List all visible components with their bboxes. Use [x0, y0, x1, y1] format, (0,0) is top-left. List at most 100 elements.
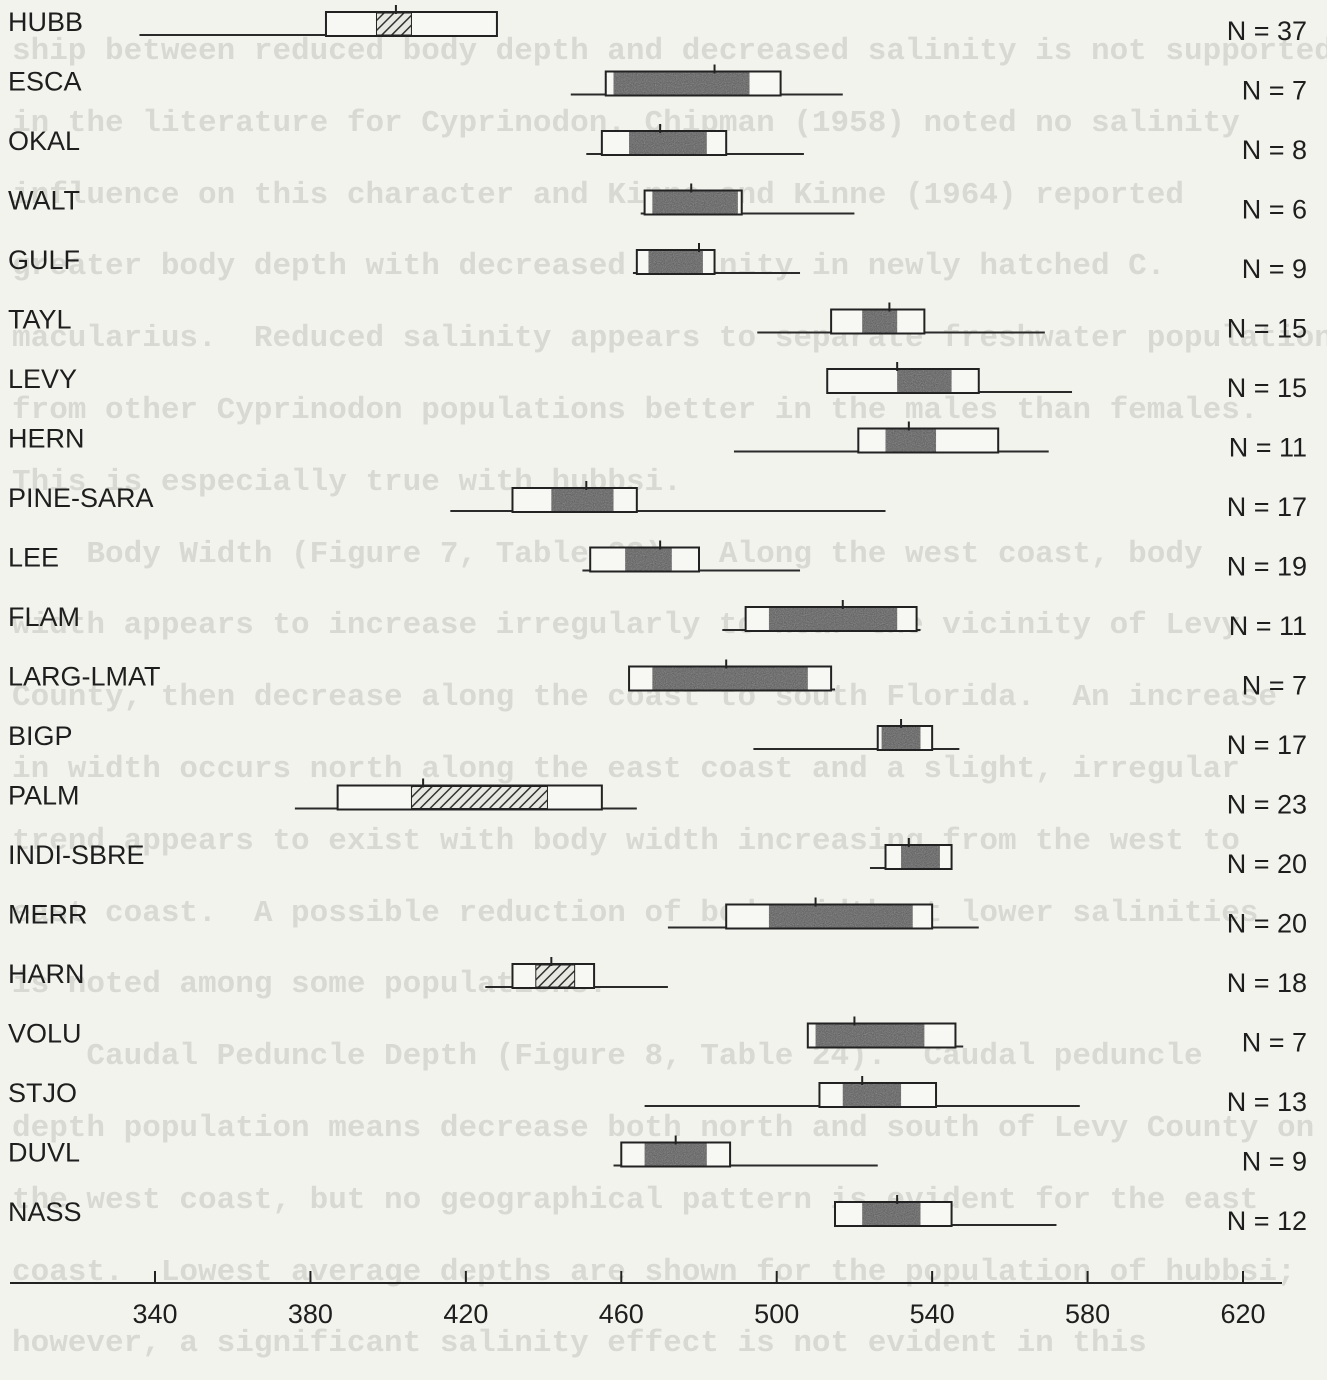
stippled-fill [881, 727, 921, 749]
population-row: ESCA N = 7 [8, 64, 1307, 106]
population-label: TAYL [8, 305, 72, 335]
sample-size-label: N = 7 [1242, 1028, 1307, 1058]
background-text-line: in width occurs north along the east coa… [12, 751, 1240, 787]
stippled-fill [862, 1203, 921, 1225]
background-text-line: depth population means decrease both nor… [12, 1110, 1315, 1146]
hatched-fill [375, 12, 412, 36]
stippled-fill [901, 846, 940, 868]
sample-size-label: N = 20 [1227, 849, 1307, 879]
x-axis: 340 380 420 460 500 540 580 620 [10, 1271, 1282, 1329]
population-label: OKAL [8, 126, 80, 156]
sample-size-label: N = 9 [1242, 254, 1307, 284]
sample-size-label: N = 13 [1227, 1087, 1307, 1117]
population-row: LEE N = 19 [8, 540, 1307, 582]
population-row: OKAL N = 8 [8, 124, 1307, 165]
population-label: HERN [8, 424, 85, 454]
population-row: HUBB N = 37 [8, 5, 1307, 46]
x-tick-label: 620 [1220, 1299, 1265, 1329]
population-label: PALM [8, 781, 80, 811]
sample-size-label: N = 7 [1242, 76, 1307, 106]
stippled-fill [862, 310, 898, 333]
background-text-line: County, then decrease along the coast to… [12, 680, 1278, 716]
hatched-fill [535, 964, 576, 988]
population-label: FLAM [8, 602, 80, 632]
x-tick-label: 580 [1065, 1299, 1110, 1329]
sample-size-label: N = 18 [1227, 968, 1307, 998]
background-text-line: Body Width (Figure 7, Table 23). Along t… [86, 536, 1203, 572]
sample-size-label: N = 9 [1242, 1147, 1307, 1177]
stippled-fill [648, 251, 703, 273]
hatched-fill [410, 786, 548, 809]
stippled-fill [613, 72, 750, 95]
population-label: ESCA [8, 67, 82, 97]
population-row: PALM N = 23 [8, 778, 1307, 820]
sample-size-label: N = 20 [1227, 909, 1307, 939]
population-row: VOLU N = 7 [8, 1016, 1307, 1058]
population-label: LEE [8, 543, 59, 573]
sample-size-label: N = 37 [1227, 16, 1307, 46]
x-tick-label: 340 [132, 1299, 177, 1329]
stippled-fill [885, 429, 937, 452]
sample-size-label: N = 15 [1227, 373, 1307, 403]
stippled-fill [768, 608, 898, 630]
sample-size-label: N = 15 [1227, 314, 1307, 344]
population-label: LARG-LMAT [8, 662, 161, 692]
population-row: LEVY N = 15 [8, 362, 1307, 403]
stippled-fill [897, 370, 952, 392]
population-row: HERN N = 11 [8, 421, 1307, 463]
sample-size-label: N = 8 [1242, 135, 1307, 165]
population-row: LARG-LMAT N = 7 [8, 659, 1307, 701]
background-text-line: influence on this character and Kinne an… [12, 177, 1184, 213]
population-label: HUBB [8, 7, 83, 37]
background-text-line: This is especially true with hubbsi. [12, 464, 682, 500]
background-text-line: macularius. Reduced salinity appears to … [12, 321, 1327, 357]
sample-size-label: N = 23 [1227, 790, 1307, 820]
sample-size-label: N = 17 [1227, 492, 1307, 522]
background-text-line: from other Cyprinodon populations better… [12, 392, 1259, 428]
sample-size-label: N = 19 [1227, 552, 1307, 582]
population-row: FLAM N = 11 [8, 600, 1307, 641]
x-tick-label: 420 [443, 1299, 488, 1329]
stippled-fill [652, 667, 808, 690]
population-label: VOLU [8, 1019, 82, 1049]
population-label: PINE-SARA [8, 483, 154, 513]
population-label: INDI-SBRE [8, 840, 145, 870]
stippled-fill [652, 191, 738, 214]
population-row: GULF N = 9 [8, 243, 1307, 284]
sample-size-label: N = 17 [1227, 730, 1307, 760]
stippled-fill [815, 1024, 925, 1047]
population-label: NASS [8, 1197, 82, 1227]
population-label: LEVY [8, 364, 77, 394]
sample-size-label: N = 6 [1242, 195, 1307, 225]
population-label: GULF [8, 245, 80, 275]
sample-size-label: N = 11 [1229, 433, 1307, 463]
population-label: BIGP [8, 721, 73, 751]
population-row: WALT N = 6 [8, 183, 1307, 225]
x-tick-label: 500 [754, 1299, 799, 1329]
sample-size-label: N = 11 [1229, 611, 1307, 641]
x-tick-label: 540 [910, 1299, 955, 1329]
population-row: STJO N = 13 [8, 1076, 1307, 1117]
sample-size-label: N = 7 [1242, 671, 1307, 701]
sample-size-label: N = 12 [1227, 1206, 1307, 1236]
stippled-fill [629, 132, 707, 154]
population-row: BIGP N = 17 [8, 719, 1307, 760]
stippled-fill [768, 905, 913, 928]
population-label: MERR [8, 900, 88, 930]
population-label: WALT [8, 186, 80, 216]
population-rows: HUBB N = 37 ESCA N = 7 OKAL N = 8 WALT N = 6 GUL… [8, 5, 1307, 1236]
population-label: DUVL [8, 1138, 80, 1168]
population-row: INDI-SBRE N = 20 [8, 838, 1307, 879]
stippled-fill [644, 1143, 707, 1166]
population-label: STJO [8, 1078, 77, 1108]
population-row: NASS N = 12 [8, 1195, 1307, 1236]
x-tick-label: 380 [288, 1299, 333, 1329]
stippled-fill [625, 548, 672, 571]
population-row: TAYL N = 15 [8, 302, 1307, 344]
population-label: HARN [8, 959, 85, 989]
background-text-line: in the literature for Cyprinodon. Chipma… [12, 105, 1240, 141]
background-text: ship between reduced body depth and decr… [12, 34, 1327, 1361]
stippled-fill [551, 489, 614, 511]
box-plot-chart: HUBB N = 37 ESCA N = 7 OKAL N = 8 WALT N = 6 GUL… [8, 5, 1307, 1329]
population-row: HARN N = 18 [8, 957, 1307, 998]
